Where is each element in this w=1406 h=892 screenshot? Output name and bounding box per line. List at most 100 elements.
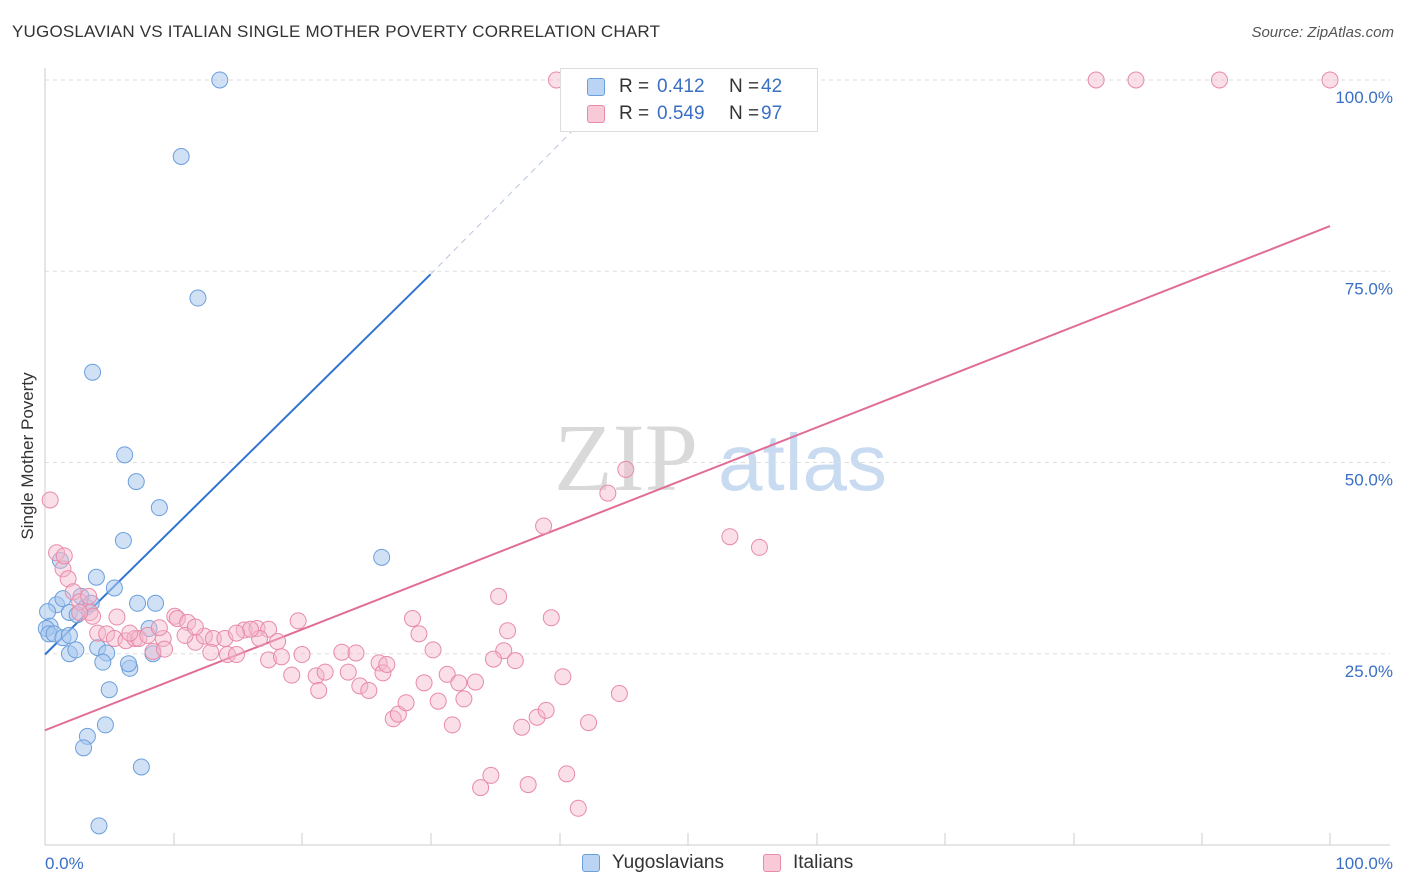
data-point-italian (443, 716, 461, 734)
data-point-italian (333, 643, 351, 661)
legend-n-label: N = (729, 76, 760, 97)
data-point-italian (64, 583, 82, 601)
data-point-italian (1087, 71, 1105, 89)
data-point-italian (599, 484, 617, 502)
data-point-yugoslavian (105, 579, 123, 597)
legend-item-yugoslavians[interactable]: Yugoslavians (582, 852, 724, 874)
legend-n-value: 42 (761, 76, 783, 97)
axes (44, 68, 1390, 846)
data-point-italian (1210, 71, 1228, 89)
data-point-italian (310, 681, 328, 699)
data-point-italian (610, 685, 628, 703)
data-point-yugoslavian (96, 716, 114, 734)
series-legend: Yugoslavians Italians (0, 852, 1406, 876)
data-point-italian (513, 718, 531, 736)
data-point-italian (360, 681, 378, 699)
data-point-yugoslavian (172, 148, 190, 165)
x-tick-labels: 0.0% 100.0% (45, 854, 1393, 873)
data-point-italian (126, 629, 144, 647)
data-point-italian (415, 674, 433, 692)
trend-line-yugoslavians-extension (430, 117, 586, 275)
data-point-italian (186, 618, 204, 636)
data-point-italian (154, 629, 172, 647)
legend-swatch-blue (587, 78, 605, 96)
data-point-italian (351, 677, 369, 695)
legend-swatch-pink (763, 854, 781, 872)
data-point-italian (466, 673, 484, 691)
data-point-italian (156, 640, 174, 658)
data-point-italian (1321, 71, 1339, 89)
series-italians (41, 71, 1339, 817)
legend-r-label: R = (619, 103, 650, 124)
y-tick-label: 25.0% (1345, 662, 1393, 681)
data-point-italian (55, 547, 73, 565)
data-point-italian (554, 668, 572, 686)
data-point-italian (721, 528, 739, 546)
legend-r-label: R = (619, 76, 650, 97)
data-point-italian (750, 538, 768, 556)
data-point-italian (1127, 71, 1145, 89)
data-point-yugoslavian (54, 590, 72, 608)
data-point-yugoslavian (39, 603, 57, 621)
data-point-yugoslavian (147, 594, 165, 612)
data-point-italian (41, 491, 59, 509)
legend-r-value: 0.412 (657, 76, 705, 97)
data-point-italian (429, 692, 447, 710)
data-point-italian (558, 765, 576, 783)
legend-swatch-pink (587, 105, 605, 123)
data-point-yugoslavian (373, 548, 391, 566)
data-point-italian (490, 587, 508, 605)
data-point-italian (316, 663, 334, 681)
data-point-italian (269, 633, 287, 651)
data-point-yugoslavian (127, 473, 145, 491)
legend-label-yugoslavians: Yugoslavians (612, 852, 724, 873)
y-tick-label: 75.0% (1345, 279, 1393, 298)
data-point-italian (260, 620, 278, 638)
data-point-italian (227, 624, 245, 642)
data-point-italian (542, 609, 560, 627)
data-point-italian (535, 517, 553, 535)
data-point-yugoslavian (94, 653, 112, 671)
legend-r-value: 0.549 (657, 103, 705, 124)
data-point-italian (384, 710, 402, 728)
legend-n-value: 97 (761, 103, 783, 124)
data-point-italian (339, 663, 357, 681)
source-label: Source: ZipAtlas.com (1251, 24, 1394, 41)
legend-label-italians: Italians (793, 852, 854, 873)
data-point-italian (272, 648, 290, 666)
legend-swatch-blue (582, 854, 600, 872)
data-point-italian (537, 701, 555, 719)
data-point-italian (54, 560, 72, 578)
data-point-italian (204, 629, 222, 647)
data-point-italian (71, 603, 89, 621)
data-point-yugoslavian (132, 758, 150, 776)
data-point-italian (484, 650, 502, 668)
data-point-italian (186, 633, 204, 651)
data-point-italian (242, 620, 260, 638)
data-point-italian (289, 612, 307, 630)
data-point-italian (307, 667, 325, 685)
data-point-yugoslavian (211, 71, 229, 89)
data-point-italian (347, 644, 365, 662)
data-point-italian (374, 664, 392, 682)
data-point-italian (293, 646, 311, 664)
legend-row-yugoslavians: R = 0.412 N = 42 (587, 75, 782, 99)
data-point-italian (519, 776, 537, 794)
data-point-italian (84, 607, 102, 625)
legend-item-italians[interactable]: Italians (763, 852, 853, 874)
data-point-italian (472, 779, 490, 797)
data-point-italian (424, 641, 442, 659)
y-tick-label: 100.0% (1335, 88, 1393, 107)
data-point-italian (499, 622, 517, 640)
legend-n-label: N = (729, 103, 760, 124)
data-point-yugoslavian (90, 817, 108, 835)
data-point-yugoslavian (60, 626, 78, 644)
data-point-yugoslavian (67, 641, 85, 659)
data-point-yugoslavian (87, 568, 105, 586)
data-point-italian (404, 610, 422, 628)
data-point-italian (283, 666, 301, 684)
y-axis-label: Single Mother Poverty (18, 372, 37, 540)
data-point-italian (80, 587, 98, 605)
data-point-italian (528, 708, 546, 726)
data-point-yugoslavian (84, 363, 102, 381)
